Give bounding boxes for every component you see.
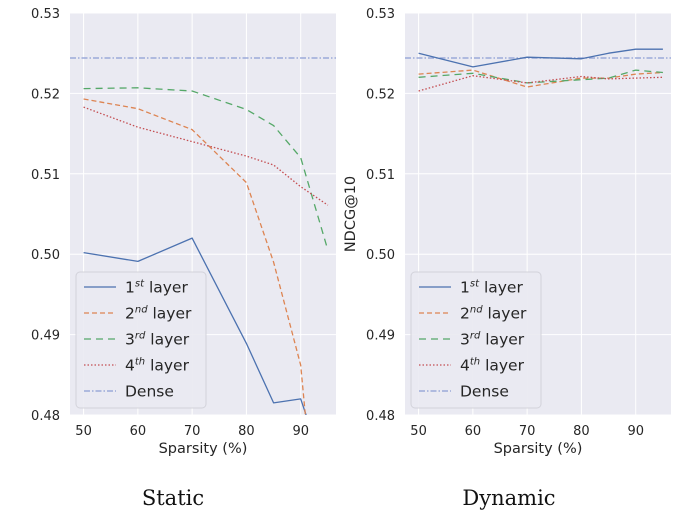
legend-label-suffix: layer (145, 331, 189, 349)
y-tick-label: 0.49 (366, 329, 395, 344)
legend-frame (75, 271, 207, 409)
series-line-layer-2 (83, 98, 307, 415)
y-tick-label: 0.50 (31, 248, 60, 263)
legend-label: 1st layer (460, 279, 523, 297)
dynamic-caption: Dynamic (462, 486, 555, 510)
legend-label-superscript: rd (135, 331, 146, 342)
legend-label-superscript: rd (470, 331, 481, 342)
legend-label-text: Dense (460, 383, 509, 401)
legend-label-superscript: st (470, 279, 480, 290)
legend-label-superscript: th (470, 357, 480, 368)
x-tick-label: 80 (238, 424, 255, 439)
legend-label-text: 3 (460, 331, 470, 349)
legend-label-text: 4 (460, 357, 470, 375)
series-line-layer-2 (418, 69, 663, 88)
legend-label-text: 4 (125, 357, 135, 375)
legend-label: 3rd layer (460, 331, 525, 349)
legend-label-text: 1 (125, 279, 135, 297)
y-tick-label: 0.52 (31, 87, 60, 102)
dynamic-chart: 0.48 0.49 0.50 0.51 0.52 0.53 50 60 70 80 90 Spars… (343, 7, 671, 510)
series-line-layer-3 (83, 87, 329, 251)
legend-label-text: 3 (125, 331, 135, 349)
legend-label-text: Dense (125, 383, 174, 401)
legend-label-suffix: layer (480, 331, 524, 349)
legend-label-suffix: layer (148, 305, 192, 323)
y-tick-label: 0.51 (366, 168, 395, 183)
static-chart: 0.48 0.49 0.50 0.51 0.52 0.53 50 60 70 80 90 Spars… (31, 7, 336, 510)
legend-label-suffix: layer (145, 357, 189, 375)
static-caption: Static (142, 486, 204, 510)
legend-label-text: 2 (125, 305, 135, 323)
legend-frame (410, 271, 542, 409)
x-tick-label: 60 (130, 424, 147, 439)
y-tick-label: 0.53 (366, 7, 395, 22)
dynamic-series-lines (418, 48, 663, 92)
legend-label: 1st layer (125, 279, 188, 297)
legend-label: 3rd layer (125, 331, 190, 349)
series-line-layer-1 (83, 237, 307, 415)
static-tick-labels: 0.48 0.49 0.50 0.51 0.52 0.53 50 60 70 80 90 (31, 7, 309, 439)
x-tick-label: 90 (292, 424, 309, 439)
dynamic-y-axis-label: NDCG@10 (343, 176, 359, 252)
series-line-layer-1 (418, 48, 663, 68)
series-line-layer-3 (418, 69, 663, 84)
legend-label: 4th layer (460, 357, 525, 375)
legend-label-suffix: layer (483, 305, 527, 323)
legend-label-text: 2 (460, 305, 470, 323)
legend-label-text: 1 (460, 279, 470, 297)
dynamic-x-axis-label: Sparsity (%) (494, 441, 583, 457)
legend-label-superscript: th (135, 357, 145, 368)
x-tick-label: 90 (627, 424, 644, 439)
legend-label-superscript: nd (470, 305, 483, 316)
y-tick-label: 0.53 (31, 7, 60, 22)
legend-label-superscript: st (135, 279, 145, 290)
y-tick-label: 0.50 (366, 248, 395, 263)
dynamic-tick-labels: 0.48 0.49 0.50 0.51 0.52 0.53 50 60 70 80 90 (366, 7, 644, 439)
legend-label: 2nd layer (460, 305, 527, 323)
y-tick-label: 0.48 (366, 409, 395, 424)
legend-label: Dense (460, 383, 509, 401)
y-tick-label: 0.52 (366, 87, 395, 102)
legend-label-superscript: nd (135, 305, 148, 316)
x-tick-label: 50 (410, 424, 427, 439)
x-tick-label: 60 (465, 424, 482, 439)
legend-label-suffix: layer (479, 279, 523, 297)
x-tick-label: 70 (519, 424, 536, 439)
y-tick-label: 0.49 (31, 329, 60, 344)
x-tick-label: 70 (184, 424, 201, 439)
series-line-layer-4 (418, 75, 663, 92)
legend-label: Dense (125, 383, 174, 401)
legend-label: 4th layer (125, 357, 190, 375)
y-tick-label: 0.48 (31, 409, 60, 424)
legend-label: 2nd layer (125, 305, 192, 323)
static-x-axis-label: Sparsity (%) (159, 441, 248, 457)
legend-label-suffix: layer (480, 357, 524, 375)
x-tick-label: 80 (573, 424, 590, 439)
y-tick-label: 0.51 (31, 168, 60, 183)
x-tick-label: 50 (75, 424, 92, 439)
legend-label-suffix: layer (144, 279, 188, 297)
static-series-lines (83, 87, 329, 415)
